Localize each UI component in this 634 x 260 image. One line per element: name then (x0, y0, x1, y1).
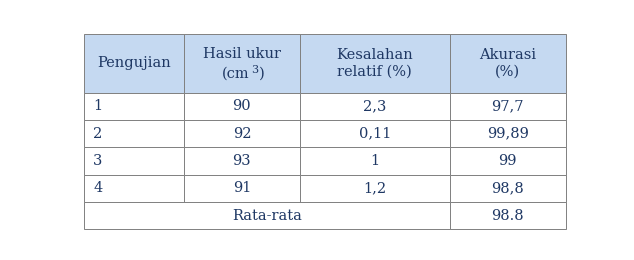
Bar (184, 120, 300, 147)
Text: 91: 91 (233, 181, 251, 196)
Bar (450, 175, 566, 202)
Text: 98.8: 98.8 (491, 209, 524, 223)
Text: 2,3: 2,3 (363, 99, 387, 113)
Bar (300, 147, 450, 175)
Bar (450, 34, 566, 93)
Text: 0,11: 0,11 (359, 127, 391, 141)
Bar (300, 93, 450, 120)
Text: 92: 92 (233, 127, 251, 141)
Text: 1: 1 (370, 154, 379, 168)
Bar (184, 34, 300, 93)
Text: 1: 1 (93, 99, 102, 113)
Bar (450, 120, 566, 147)
Text: Kesalahan
relatif (%): Kesalahan relatif (%) (337, 48, 413, 79)
Text: 99: 99 (498, 154, 517, 168)
Text: (cm: (cm (223, 67, 250, 81)
Bar (84, 147, 184, 175)
Bar (184, 93, 300, 120)
Bar (84, 202, 450, 229)
Text: 3: 3 (251, 65, 258, 75)
Text: 99,89: 99,89 (487, 127, 529, 141)
Text: 2: 2 (93, 127, 102, 141)
Bar (300, 34, 450, 93)
Bar (84, 175, 184, 202)
Text: 97,7: 97,7 (491, 99, 524, 113)
Bar (84, 93, 184, 120)
Bar (300, 120, 450, 147)
Text: ): ) (259, 67, 264, 81)
Text: Pengujian: Pengujian (97, 56, 171, 70)
Text: Akurasi
(%): Akurasi (%) (479, 48, 536, 79)
Text: 90: 90 (233, 99, 251, 113)
Text: 98,8: 98,8 (491, 181, 524, 196)
Bar (450, 93, 566, 120)
Text: 3: 3 (93, 154, 102, 168)
Bar (84, 120, 184, 147)
Bar (184, 175, 300, 202)
Bar (184, 147, 300, 175)
Bar (300, 175, 450, 202)
Text: Rata-rata: Rata-rata (232, 209, 302, 223)
Bar (450, 147, 566, 175)
Text: Hasil ukur: Hasil ukur (203, 47, 281, 61)
Text: 93: 93 (233, 154, 251, 168)
Text: 4: 4 (93, 181, 102, 196)
Text: 1,2: 1,2 (363, 181, 386, 196)
Bar (450, 202, 566, 229)
Bar (84, 34, 184, 93)
